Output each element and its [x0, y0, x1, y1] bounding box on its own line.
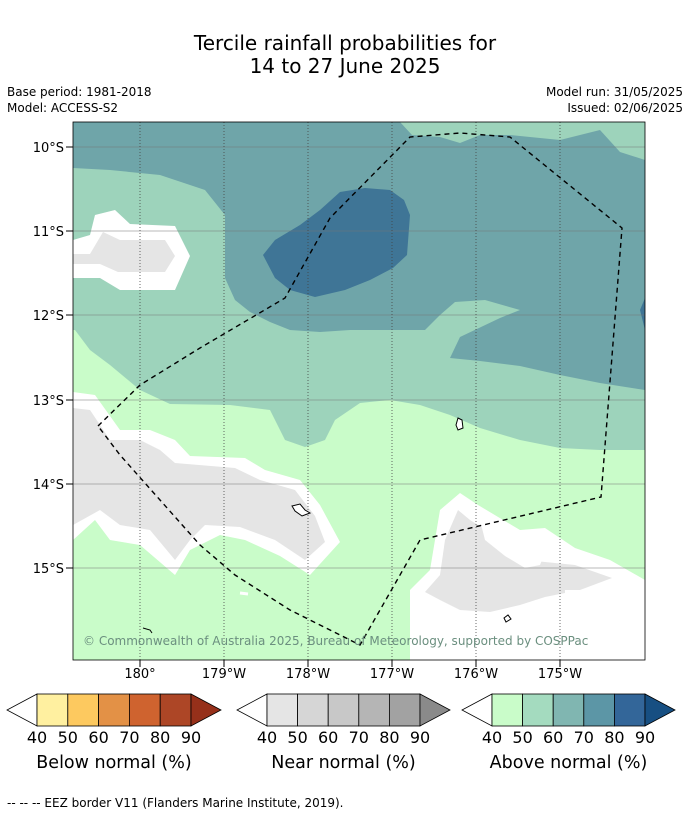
colorbar-tick-label: 40	[256, 728, 278, 747]
colorbar-cell	[36, 693, 69, 727]
colorbar-under-triangle	[6, 693, 38, 727]
colorbar-cell	[67, 693, 100, 727]
lat-label: 14°S	[33, 478, 64, 493]
grid-lines	[73, 122, 645, 660]
map-frame	[72, 121, 646, 661]
colorbar-cell	[98, 693, 130, 727]
colorbar-over-triangle	[190, 693, 222, 727]
model-run-text: Model run: 31/05/2025	[545, 85, 683, 99]
lat-label: 10°S	[33, 141, 64, 156]
lon-label: 180°	[124, 667, 155, 682]
colorbar-tick-label: 50	[512, 728, 533, 747]
lon-label: 178°W	[286, 667, 330, 682]
islands	[142, 417, 512, 634]
white-block-southeast	[565, 590, 645, 660]
colorbar-title: Below normal (%)	[36, 753, 192, 773]
lat-label: 12°S	[33, 309, 64, 324]
colorbar-cell	[583, 693, 615, 727]
above-normal-70-area	[263, 188, 410, 297]
lon-label: 179°W	[202, 667, 246, 682]
colorbar-tick-label: 40	[481, 728, 503, 747]
title-line-1: Tercile rainfall probabilities for	[193, 31, 497, 55]
colorbar-cell	[327, 693, 360, 727]
colorbar-tick-label: 80	[604, 728, 625, 747]
colorbar-cell	[522, 693, 554, 727]
lat-label: 11°S	[33, 225, 64, 240]
lon-label: 177°W	[370, 667, 414, 682]
issued-text: Issued: 02/06/2025	[567, 101, 683, 115]
colorbar-tick-label: 70	[348, 728, 369, 747]
copyright-text: © Commonwealth of Australia 2025, Bureau…	[83, 634, 588, 648]
colorbar-title: Above normal (%)	[489, 753, 648, 773]
colorbar-above-normal	[461, 693, 676, 727]
lat-label: 15°S	[33, 562, 64, 577]
map-field: © Commonwealth of Australia 2025, Bureau…	[73, 122, 645, 660]
eez-border	[97, 132, 623, 646]
title-line-2: 14 to 27 June 2025	[249, 54, 441, 78]
colorbar-cell	[552, 693, 585, 727]
colorbar-title: Near normal (%)	[271, 753, 416, 773]
lon-label: 175°W	[538, 667, 582, 682]
colorbar-cell	[128, 693, 161, 727]
colorbar-below-normal	[6, 693, 222, 727]
colorbar-cell	[358, 693, 390, 727]
colorbar-tick-label: 60	[543, 728, 564, 747]
colorbar-tick-label: 60	[318, 728, 339, 747]
colorbar-tick-label: 80	[379, 728, 400, 747]
colorbar-tick-label: 90	[180, 728, 202, 747]
colorbar-tick-label: 90	[634, 728, 656, 747]
lat-label: 13°S	[33, 394, 64, 409]
colorbar-tick-label: 40	[26, 728, 48, 747]
near-normal-area-north	[73, 232, 175, 272]
colorbar-tick-label: 70	[573, 728, 594, 747]
colorbar-cell	[297, 693, 329, 727]
colorbar-tick-label: 70	[119, 728, 140, 747]
colorbar-cell	[491, 693, 524, 727]
colorbar-under-triangle	[461, 693, 493, 727]
above-normal-50-patch	[410, 122, 645, 160]
lon-label: 176°W	[454, 667, 498, 682]
colorbar-near-normal	[236, 693, 451, 727]
axis-labels: 10°S 11°S 12°S 13°S 14°S 15°S 180° 179°W…	[33, 141, 583, 682]
model-text: Model: ACCESS-S2	[7, 101, 119, 115]
base-period-text: Base period: 1981-2018	[7, 85, 152, 99]
colorbar-over-triangle	[419, 693, 451, 727]
colorbar-tick-label: 80	[150, 728, 171, 747]
colorbar-tick-label: 60	[88, 728, 109, 747]
near-normal-outline-southeast-inner	[480, 520, 548, 568]
colorbar-cell	[388, 693, 421, 727]
colorbar-under-triangle	[236, 693, 268, 727]
colorbar-tick-label: 90	[409, 728, 431, 747]
colorbar-tick-label: 50	[287, 728, 308, 747]
eez-footnote: -- -- -- EEZ border V11 (Flanders Marine…	[7, 796, 344, 810]
colorbar-tick-label: 50	[57, 728, 78, 747]
colorbar-cell	[266, 693, 299, 727]
above-normal-70-edge	[640, 298, 645, 330]
lat-ticks	[66, 146, 561, 667]
colorbar-cell	[159, 693, 192, 727]
colorbar-over-triangle	[644, 693, 676, 727]
colorbar-cell	[614, 693, 646, 727]
